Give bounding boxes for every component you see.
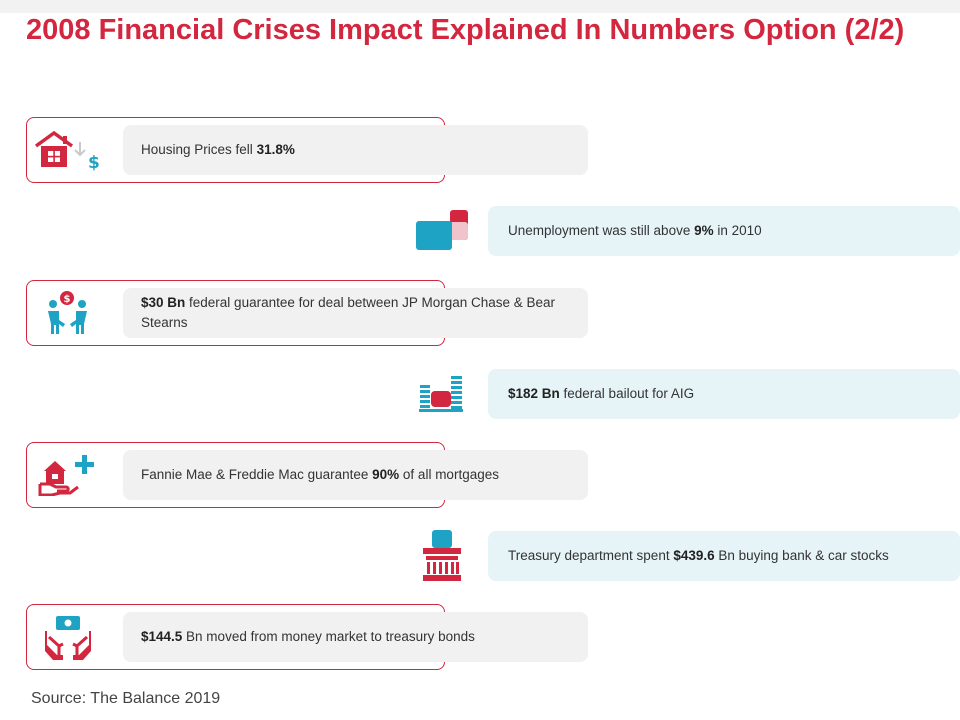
stat-pill-7: $144.5 Bn moved from money market to tre…: [123, 612, 588, 662]
stat-text-5: Fannie Mae & Freddie Mac guarantee 90% o…: [141, 467, 499, 482]
stat-text-1: Housing Prices fell 31.8%: [141, 142, 295, 157]
stat-pill-4: $182 Bn federal bailout for AIG: [488, 369, 960, 419]
stat-text-4: $182 Bn federal bailout for AIG: [508, 386, 695, 401]
briefcase-icon: [416, 210, 468, 250]
coin-stacks-icon: [419, 376, 463, 412]
stat-text-7: $144.5 Bn moved from money market to tre…: [141, 629, 475, 644]
page-title: 2008 Financial Crises Impact Explained I…: [26, 14, 905, 46]
top-band: [0, 0, 960, 13]
bank-building-icon: [423, 530, 461, 581]
stat-text-3: $30 Bn federal guarantee for deal betwee…: [141, 295, 556, 330]
stat-text-2: Unemployment was still above 9% in 2010: [508, 223, 762, 238]
svg-text:$: $: [88, 153, 100, 172]
stat-pill-5: Fannie Mae & Freddie Mac guarantee 90% o…: [123, 450, 588, 500]
handshake-dollar-icon: $: [48, 291, 87, 334]
stat-text-6: Treasury department spent $439.6 Bn buyi…: [508, 548, 889, 563]
stat-pill-6: Treasury department spent $439.6 Bn buyi…: [488, 531, 960, 581]
stat-pill-2: Unemployment was still above 9% in 2010: [488, 206, 960, 256]
source-note: Source: The Balance 2019: [31, 690, 221, 707]
svg-text:$: $: [64, 294, 71, 305]
stat-pill-3: $30 Bn federal guarantee for deal betwee…: [123, 288, 588, 338]
home-loan-plus-icon: [38, 455, 94, 496]
hands-money-icon: [45, 616, 91, 660]
house-price-down-icon: $: [34, 130, 100, 172]
stat-pill-1: Housing Prices fell 31.8%: [123, 125, 588, 175]
